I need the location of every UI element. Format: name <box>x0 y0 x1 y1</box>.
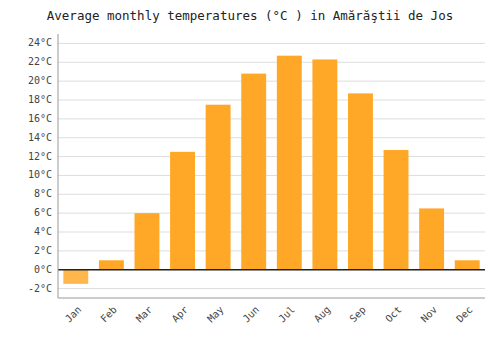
y-tick-label: 22°C <box>28 56 52 67</box>
y-tick-label: 8°C <box>34 188 52 199</box>
bar <box>455 260 480 269</box>
bar <box>63 270 88 284</box>
x-tick-label: Feb <box>98 304 119 325</box>
grid-line <box>58 175 485 176</box>
bar <box>135 213 160 270</box>
y-axis-line <box>58 34 59 298</box>
bar <box>206 105 231 270</box>
x-tick-label: Dec <box>454 304 475 325</box>
grid-line <box>58 118 485 119</box>
y-tick-label: 18°C <box>28 94 52 105</box>
bar <box>241 74 266 270</box>
x-tick-label: Mar <box>134 304 155 325</box>
x-tick-label: Aug <box>312 304 333 325</box>
y-tick-label: 4°C <box>34 226 52 237</box>
grid-line <box>58 81 485 82</box>
y-tick-label: 14°C <box>28 132 52 143</box>
x-tick-label: Sep <box>347 304 368 325</box>
y-tick-label: 24°C <box>28 37 52 48</box>
chart-container: -2°C 0°C 2°C 4°C 6°C 8°C 10°C 12°C 14°C 16°C 18°C 2… <box>0 0 500 350</box>
x-tick-label: Oct <box>383 304 404 325</box>
x-ticks: Jan Feb Mar Apr May Jun Jul Aug Sep Oct Nov Dec <box>63 304 475 325</box>
bar <box>99 260 124 269</box>
y-tick-label: 6°C <box>34 207 52 218</box>
bar <box>419 208 444 269</box>
x-tick-label: Apr <box>170 304 191 325</box>
grid-line <box>58 194 485 195</box>
grid-line <box>58 156 485 157</box>
y-tick-label: 16°C <box>28 113 52 124</box>
x-axis-line <box>58 298 485 299</box>
y-tick-label: 0°C <box>34 264 52 275</box>
y-tick-label: 2°C <box>34 245 52 256</box>
bar <box>170 152 195 270</box>
grid-line <box>58 269 485 270</box>
grid <box>58 43 485 288</box>
bars <box>63 56 479 284</box>
bar <box>312 59 337 269</box>
x-tick-label: Jul <box>276 304 297 325</box>
grid-line <box>58 288 485 289</box>
y-tick-label: 10°C <box>28 169 52 180</box>
x-tick-label: May <box>205 304 226 325</box>
grid-line <box>58 43 485 44</box>
grid-line <box>58 137 485 138</box>
chart: -2°C 0°C 2°C 4°C 6°C 8°C 10°C 12°C 14°C 16°C 18°C 2… <box>0 0 500 350</box>
x-tick-label: Nov <box>419 304 440 325</box>
y-tick-label: 12°C <box>28 151 52 162</box>
y-ticks: -2°C 0°C 2°C 4°C 6°C 8°C 10°C 12°C 14°C 16°C 18°C 2… <box>28 37 52 293</box>
x-tick-label: Jun <box>241 304 262 325</box>
bar <box>384 150 409 270</box>
y-tick-label: -2°C <box>28 283 52 294</box>
grid-line <box>58 100 485 101</box>
bar <box>277 56 302 270</box>
grid-line <box>58 62 485 63</box>
x-tick-label: Jan <box>63 304 84 325</box>
title: Average monthly temperatures (°C ) in Am… <box>47 8 453 23</box>
zero-line <box>58 269 485 271</box>
bar <box>348 93 373 269</box>
y-tick-label: 20°C <box>28 75 52 86</box>
